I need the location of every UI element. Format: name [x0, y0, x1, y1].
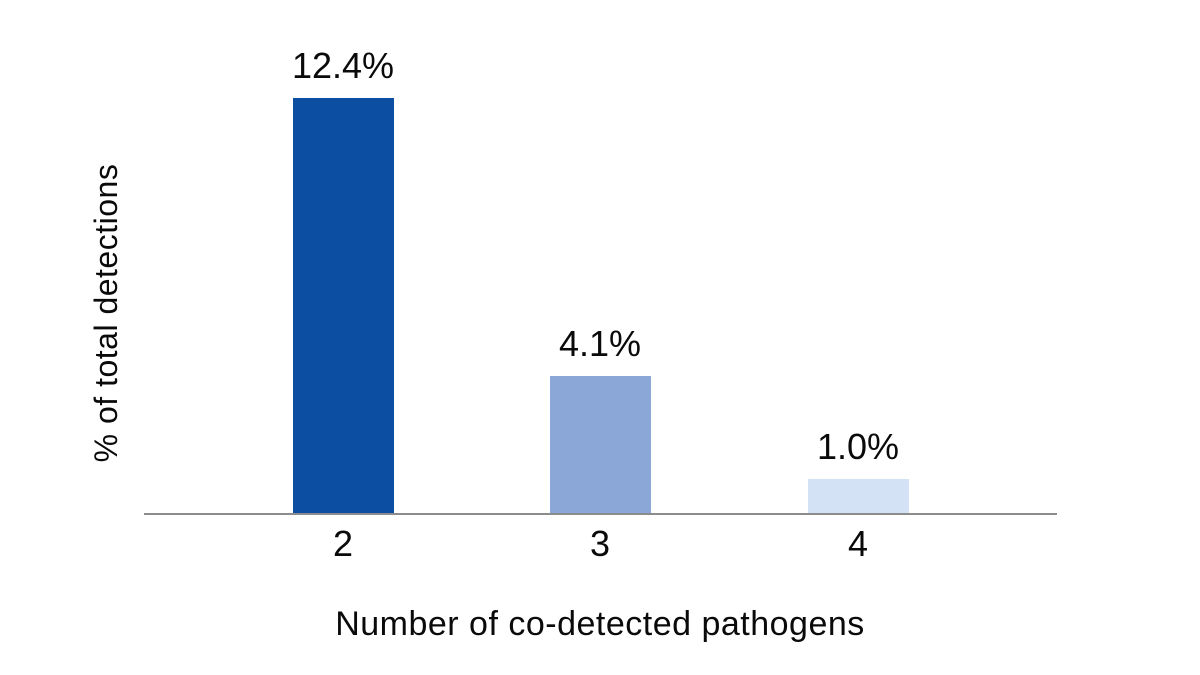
bar-value-label: 4.1% — [558, 323, 642, 364]
bar — [549, 376, 651, 513]
y-axis-title: % of total detections — [88, 163, 124, 463]
x-tick-label: 3 — [589, 523, 611, 564]
x-axis-line — [144, 513, 1057, 515]
bar-value-label: 1.0% — [816, 426, 900, 467]
bar — [292, 98, 394, 513]
x-tick-label: 4 — [847, 523, 869, 564]
x-axis-title: Number of co-detected pathogens — [335, 605, 865, 643]
bar-value-label: 12.4% — [291, 45, 395, 86]
bar — [807, 479, 909, 513]
x-tick-label: 2 — [332, 523, 354, 564]
